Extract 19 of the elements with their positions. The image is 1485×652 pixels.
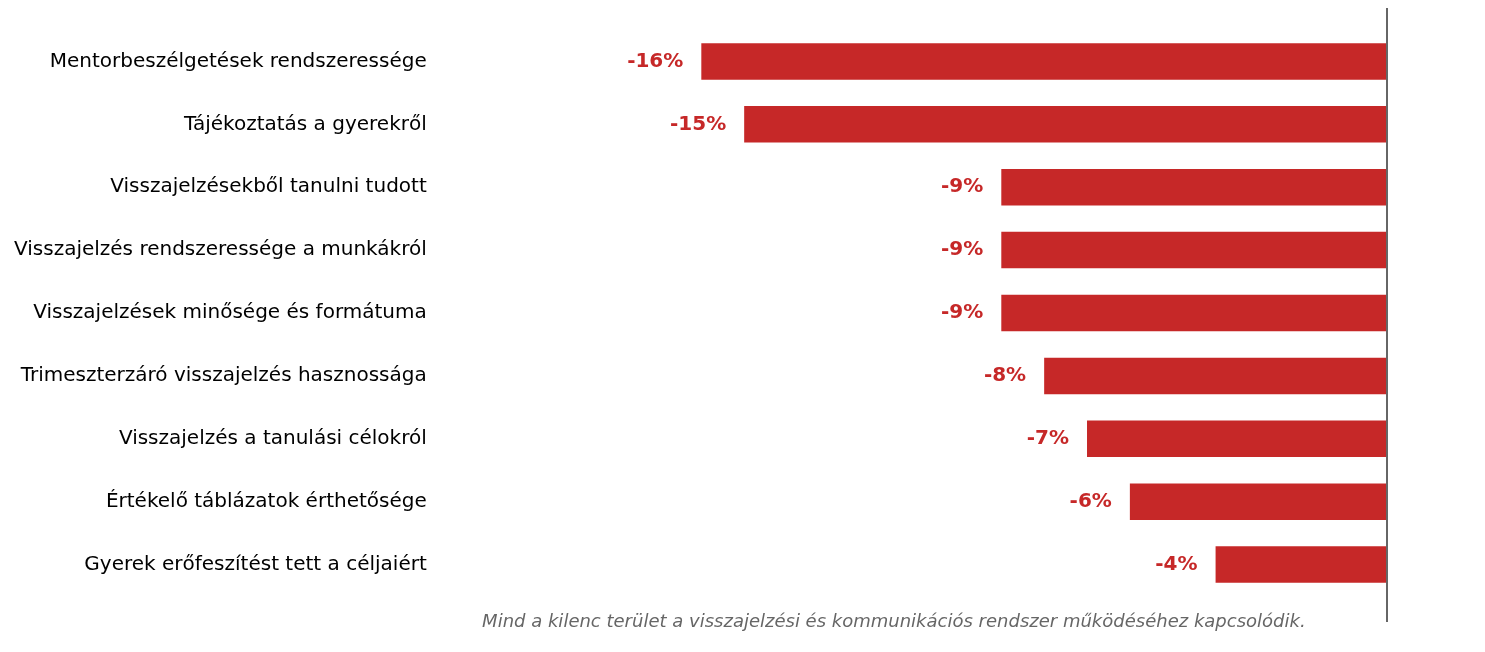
data-label: -16% xyxy=(627,47,684,72)
y-tick-label: Visszajelzésekből tanulni tudott xyxy=(110,173,427,198)
data-label: -6% xyxy=(1069,487,1112,512)
annotation: Mind a kilenc terület a visszajelzési és kommunikációs rendszer működéséhez kapcsolódik. xyxy=(482,609,1306,631)
y-tick-label: Gyerek erőfeszítést tett a céljaiért xyxy=(84,550,427,575)
data-label: -7% xyxy=(1026,424,1070,449)
y-tick-label: Értékelő táblázatok érthetősége xyxy=(105,487,427,512)
data-label: -9% xyxy=(941,236,984,261)
data-label: -9% xyxy=(941,299,984,324)
y-tick-label: Visszajelzések minősége és formátuma xyxy=(33,299,427,324)
data-label: -15% xyxy=(670,110,727,135)
data-label: -9% xyxy=(941,173,984,198)
data-label: -8% xyxy=(983,362,1027,387)
y-tick-label: Mentorbeszélgetések rendszeressége xyxy=(49,47,427,72)
y-tick-label: Tájékoztatás a gyerekről xyxy=(183,110,427,135)
y-tick-label: Visszajelzés rendszeressége a munkákról xyxy=(13,236,427,261)
data-label: -4% xyxy=(1155,550,1198,575)
y-tick-label: Visszajelzés a tanulási célokról xyxy=(118,424,427,449)
y-tick-label: Trimeszterzáró visszajelzés hasznossága xyxy=(19,362,427,387)
